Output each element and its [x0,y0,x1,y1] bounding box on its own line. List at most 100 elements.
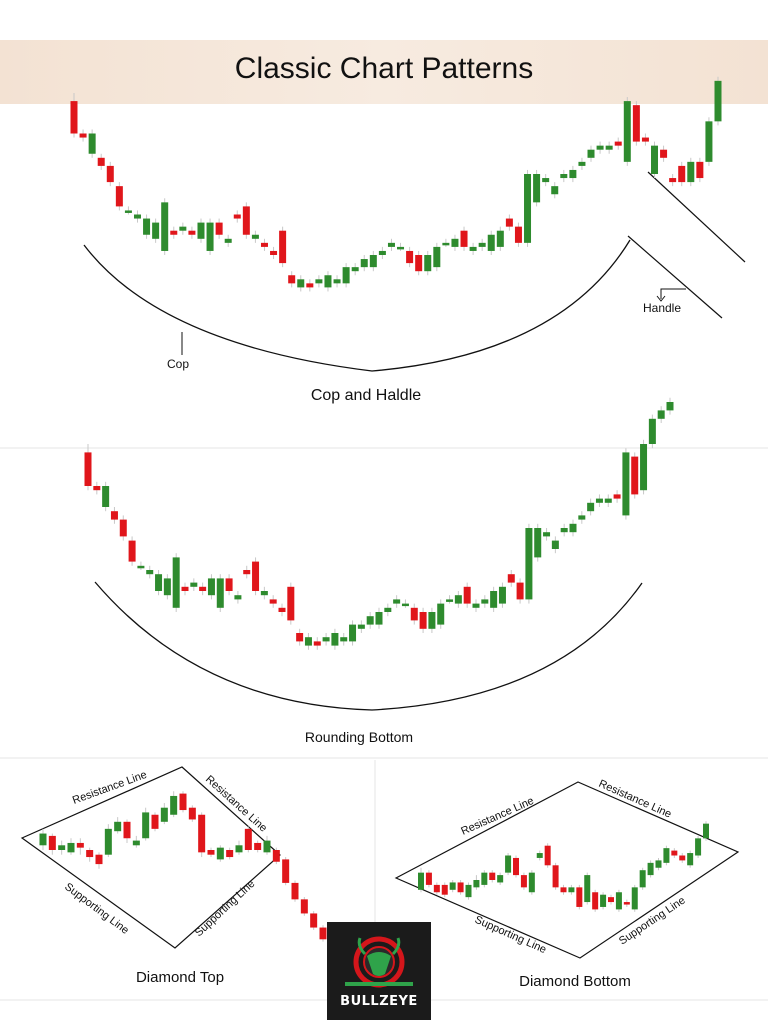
candle-down [226,850,234,858]
candle-up [587,502,595,512]
diamond-top-panel: Resistance Line Resistance Line Supporti… [20,766,327,986]
candle-up [433,246,441,268]
candle-up [651,145,659,174]
candle-down [296,633,304,642]
candle-down [631,456,639,495]
candle-down [225,578,233,591]
bull-head-icon [345,936,413,988]
candle-up [666,402,674,411]
candle-down [288,275,296,284]
candle-up [536,853,543,858]
candle-down [128,540,136,562]
candle-down [252,561,260,591]
candle-down [188,807,196,820]
candle-down [86,850,94,858]
candle-up [551,186,559,195]
candle-up [622,452,630,516]
candle-down [79,133,87,138]
candle-up [137,565,145,569]
candle-up [39,833,47,846]
candle-down [269,599,277,604]
candle-up [615,892,622,910]
candle-up [142,812,150,839]
handle-lower-line [627,235,723,319]
candle-up [216,578,224,608]
diamond-top-resistance-left: Resistance Line [71,769,149,807]
candle-up [551,540,559,549]
candle-down [669,178,677,183]
candle-up [542,178,550,183]
candle-up [465,884,472,898]
candle-down [544,845,551,866]
candle-up [487,234,495,251]
candle-up [366,616,374,625]
candle-up [304,637,312,646]
candle-up [357,624,365,629]
candle-up [235,845,243,853]
title-band [0,40,768,104]
diamond-bottom-panel: Resistance Line Resistance Line Supporti… [394,778,740,990]
candle-up [234,595,242,600]
candle-down [613,494,621,499]
candle-down [84,452,92,486]
candle-up [639,870,646,888]
candle-down [243,570,251,575]
candle-up [578,515,586,520]
candle-down [179,793,187,811]
candle-up [560,528,568,533]
candle-down [406,250,414,264]
candle-down [319,927,327,940]
candle-down [306,283,314,288]
candle-down [520,875,527,888]
candle-up [152,222,160,239]
candle-up [260,591,268,596]
candle-up [695,838,702,856]
candle-down [76,842,84,848]
candle-down [641,137,649,142]
candle-down [552,865,559,888]
candle-down [660,149,668,158]
candle-up [596,145,604,150]
rounding-curve [94,581,643,711]
candle-down [244,828,252,850]
candle-down [95,854,103,865]
candle-up [67,842,75,853]
handle-pointer [660,288,686,299]
cup-curve [83,239,631,372]
candle-up [393,599,401,604]
candle-up [124,210,132,213]
candle-down [678,165,686,183]
candle-down [170,230,178,235]
candle-up [481,872,488,885]
diamond-bottom-outline [394,781,740,959]
candle-up [648,418,656,444]
candle-up [631,887,638,910]
candle-up [369,255,377,268]
candle-down [272,850,280,862]
candle-down [282,859,290,883]
candle-down [460,230,468,247]
candle-down [576,887,583,907]
candle-down [97,157,105,166]
candle-up [206,222,214,251]
candle-up [224,238,232,243]
candle-up [297,279,305,288]
candle-down [419,612,427,629]
candle-down [415,255,423,272]
diamond-bottom-resistance-left: Resistance Line [459,795,535,838]
candle-up [143,218,151,235]
diamond-top-caption: Diamond Top [136,969,224,986]
handle-label: Handle [643,301,681,315]
candle-down [233,214,241,219]
candle-down [279,230,287,264]
candle-up [524,174,532,243]
candle-up [525,528,533,600]
candle-down [441,884,448,895]
candle-down [254,842,262,850]
candle-down [696,161,704,179]
candle-up [442,242,450,246]
candle-up [705,121,713,162]
candle-up [179,226,187,231]
candle-up [322,637,330,642]
